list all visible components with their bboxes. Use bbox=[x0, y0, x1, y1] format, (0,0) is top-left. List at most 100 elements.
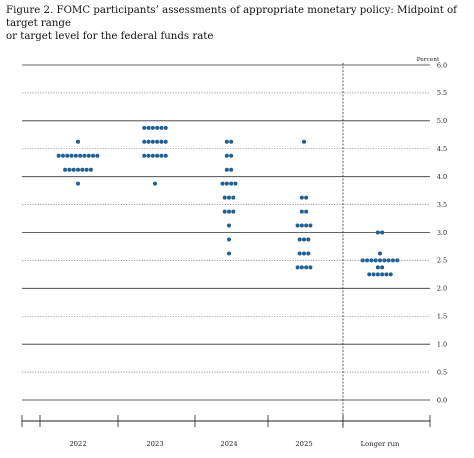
participant-dot bbox=[369, 258, 374, 263]
participant-dot bbox=[380, 272, 385, 277]
y-tick-label: 2.5 bbox=[437, 257, 447, 265]
x-category-label: 2024 bbox=[220, 440, 237, 448]
participant-dot bbox=[378, 251, 382, 256]
y-tick-label: 4.0 bbox=[437, 173, 447, 181]
participant-dot bbox=[142, 139, 147, 144]
participant-dot bbox=[88, 167, 93, 172]
participant-dot bbox=[63, 167, 68, 172]
y-tick-label: 6.0 bbox=[437, 61, 447, 69]
chart-title-line-1: Figure 2. FOMC participants’ assessments… bbox=[6, 5, 457, 29]
participant-dot bbox=[227, 251, 231, 256]
participant-dot bbox=[308, 223, 313, 228]
y-tick-label: 2.0 bbox=[437, 285, 447, 293]
participant-dot bbox=[229, 153, 234, 158]
chart-title-line-2: or target level for the federal funds ra… bbox=[6, 31, 214, 42]
participant-dot bbox=[227, 237, 231, 242]
participant-dot bbox=[84, 167, 89, 172]
participant-dot bbox=[227, 195, 231, 200]
participant-dot bbox=[78, 153, 83, 158]
participant-dot bbox=[231, 209, 236, 214]
participant-dot bbox=[375, 272, 380, 277]
participant-dot bbox=[224, 167, 229, 172]
participant-dot bbox=[67, 167, 72, 172]
participant-dot bbox=[153, 181, 157, 186]
participant-dot bbox=[299, 265, 304, 270]
x-category-label: 2025 bbox=[295, 440, 312, 448]
participant-dot bbox=[155, 125, 160, 130]
y-tick-label: 5.5 bbox=[437, 89, 447, 97]
participant-dot bbox=[142, 153, 147, 158]
participant-dot bbox=[155, 153, 160, 158]
participant-dot bbox=[222, 209, 227, 214]
participant-dot bbox=[150, 139, 155, 144]
participant-dot bbox=[229, 181, 234, 186]
participant-dot bbox=[229, 139, 234, 144]
participant-dot bbox=[295, 223, 300, 228]
y-tick-label: 3.5 bbox=[437, 201, 447, 209]
participant-dot bbox=[373, 258, 378, 263]
participant-dot bbox=[155, 139, 160, 144]
participant-dot bbox=[150, 125, 155, 130]
participant-dot bbox=[163, 139, 168, 144]
x-category-label: Longer run bbox=[361, 440, 400, 448]
participant-dot bbox=[388, 272, 393, 277]
participant-dot bbox=[297, 251, 302, 256]
participant-dot bbox=[73, 153, 78, 158]
participant-dot bbox=[395, 258, 400, 263]
participant-dot bbox=[233, 181, 238, 186]
participant-dot bbox=[302, 237, 306, 242]
participant-dot bbox=[380, 230, 385, 235]
participant-dot bbox=[76, 139, 80, 144]
participant-dot bbox=[365, 258, 370, 263]
participant-dot bbox=[159, 139, 164, 144]
participant-dot bbox=[304, 265, 309, 270]
participant-dot bbox=[378, 258, 382, 263]
y-tick-label: 4.5 bbox=[437, 145, 447, 153]
participant-dot bbox=[91, 153, 96, 158]
chart-title: Figure 2. FOMC participants’ assessments… bbox=[6, 4, 468, 43]
participant-dot bbox=[306, 237, 311, 242]
participant-dot bbox=[150, 153, 155, 158]
participant-dot bbox=[76, 167, 80, 172]
participant-dot bbox=[382, 258, 387, 263]
participant-dot bbox=[367, 272, 372, 277]
participant-dot bbox=[224, 181, 229, 186]
participant-dot bbox=[60, 153, 65, 158]
participant-dot bbox=[299, 195, 304, 200]
participant-dot bbox=[302, 251, 306, 256]
participant-dot bbox=[163, 153, 168, 158]
participant-dot bbox=[304, 223, 309, 228]
participant-dot bbox=[146, 125, 151, 130]
participant-dot bbox=[304, 195, 309, 200]
participant-dot bbox=[390, 258, 395, 263]
participant-dot bbox=[220, 181, 225, 186]
participant-dot bbox=[76, 181, 80, 186]
participant-dot bbox=[227, 209, 231, 214]
participant-dot bbox=[146, 139, 151, 144]
participant-dot bbox=[71, 167, 76, 172]
participant-dot bbox=[229, 167, 234, 172]
participant-dot bbox=[371, 272, 376, 277]
participant-dot bbox=[224, 153, 229, 158]
participant-dot bbox=[375, 265, 380, 270]
participant-dot bbox=[295, 265, 300, 270]
participant-dot bbox=[375, 230, 380, 235]
participant-dot bbox=[227, 223, 231, 228]
participant-dot bbox=[163, 125, 168, 130]
participant-dot bbox=[380, 265, 385, 270]
participant-dot bbox=[306, 251, 311, 256]
y-tick-label: 0.5 bbox=[437, 368, 447, 376]
participant-dot bbox=[95, 153, 100, 158]
participant-dot bbox=[308, 265, 313, 270]
participant-dot bbox=[80, 167, 85, 172]
participant-dot bbox=[386, 258, 391, 263]
participant-dot bbox=[56, 153, 61, 158]
participant-dot bbox=[146, 153, 151, 158]
participant-dot bbox=[222, 195, 227, 200]
participant-dot bbox=[384, 272, 389, 277]
participant-dot bbox=[142, 125, 147, 130]
participant-dot bbox=[302, 139, 306, 144]
y-tick-label: 1.0 bbox=[437, 340, 447, 348]
participant-dot bbox=[299, 223, 304, 228]
